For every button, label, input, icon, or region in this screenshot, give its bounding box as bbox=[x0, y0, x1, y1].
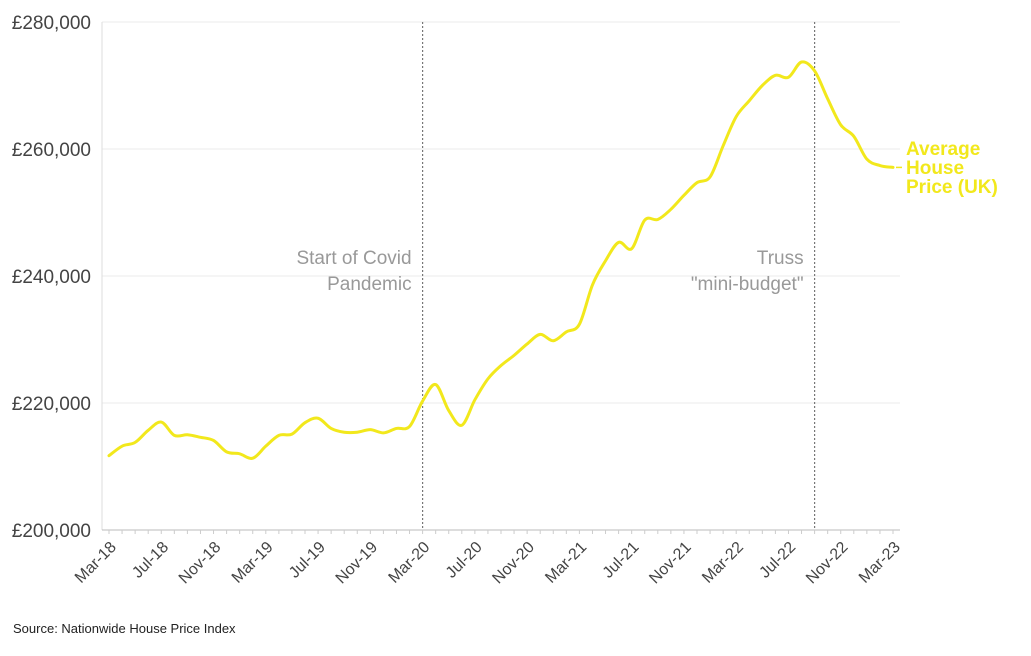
x-tick-label: Mar-21 bbox=[542, 539, 590, 587]
series-line bbox=[107, 60, 895, 460]
x-tick-label: Nov-18 bbox=[176, 539, 225, 588]
annotation-text: Truss bbox=[757, 248, 804, 269]
x-tick-label: Mar-22 bbox=[699, 539, 747, 587]
y-tick-label: £220,000 bbox=[12, 394, 91, 415]
annotation-text: Pandemic bbox=[327, 274, 412, 295]
axes: £200,000 £220,000 £240,000 £260,000 £280,000… bbox=[12, 13, 904, 587]
series-lines bbox=[107, 60, 895, 460]
series-label-text: House bbox=[906, 158, 964, 179]
annotation-text: "mini-budget" bbox=[691, 274, 804, 295]
series-label-text: Average bbox=[906, 139, 980, 160]
x-tick-label: Jul-21 bbox=[600, 539, 643, 582]
y-tick-label: £260,000 bbox=[12, 140, 91, 161]
x-tick-label: Jul-22 bbox=[756, 539, 799, 582]
x-tick-label: Nov-19 bbox=[333, 539, 382, 588]
y-tick-label: £240,000 bbox=[12, 267, 91, 288]
x-tick-label: Jul-20 bbox=[443, 539, 486, 582]
grid-lines bbox=[102, 21, 900, 404]
x-tick-label: Mar-20 bbox=[386, 539, 434, 587]
x-tick-label: Mar-18 bbox=[72, 539, 120, 587]
annotations: Start of Covid Pandemic Truss "mini-budget" bbox=[296, 22, 816, 530]
x-tick-label: Mar-23 bbox=[856, 539, 904, 587]
x-tick-label: Nov-21 bbox=[646, 539, 695, 588]
x-tick-label: Jul-18 bbox=[129, 539, 172, 582]
x-tick-label: Jul-19 bbox=[286, 539, 329, 582]
x-tick-label: Nov-22 bbox=[803, 539, 852, 588]
y-tick-label: £200,000 bbox=[12, 521, 91, 542]
x-tick-label: Mar-19 bbox=[229, 539, 277, 587]
y-tick-label: £280,000 bbox=[12, 13, 91, 34]
annotation-text: Start of Covid bbox=[296, 248, 411, 269]
series-label-text: Price (UK) bbox=[906, 177, 998, 198]
x-tick-label: Nov-20 bbox=[489, 539, 538, 588]
source-note: Source: Nationwide House Price Index bbox=[13, 621, 236, 636]
